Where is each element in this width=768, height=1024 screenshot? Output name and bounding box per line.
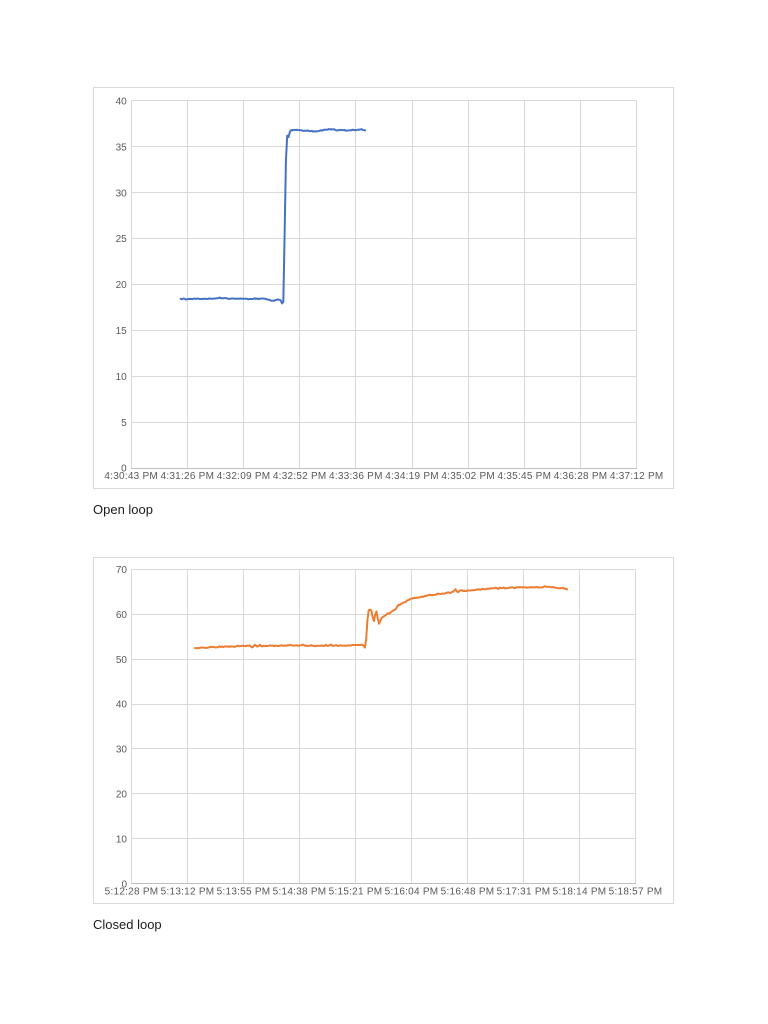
open-loop-x-tick-label: 4:33:36 PM [329,471,383,482]
open-loop-x-tick-label: 4:30:43 PM [104,471,158,482]
open-loop-x-tick-label: 4:35:45 PM [498,471,552,482]
closed-loop-x-tick-label: 5:13:55 PM [217,887,271,898]
closed-loop-x-tick-label: 5:18:14 PM [553,887,607,898]
open-loop-y-tick-label: 30 [116,188,128,199]
closed-loop-x-tick-label: 5:16:04 PM [385,887,439,898]
open-loop-gridlines [131,100,637,469]
open-loop-x-tick-labels: 4:30:43 PM 4:31:26 PM 4:32:09 PM 4:32:52 PM… [104,471,663,482]
open-loop-x-tick-label: 4:31:26 PM [161,471,215,482]
open-loop-x-tick-label: 4:32:52 PM [273,471,327,482]
open-loop-y-tick-label: 10 [116,372,128,383]
open-loop-x-tick-label: 4:32:09 PM [217,471,271,482]
closed-loop-x-tick-labels: 5:12:28 PM 5:13:12 PM 5:13:55 PM 5:14:38 PM… [105,887,663,898]
closed-loop-y-tick-label: 10 [116,834,128,845]
open-loop-y-tick-label: 40 [116,96,128,107]
closed-loop-x-tick-label: 5:12:28 PM [105,887,159,898]
closed-loop-series-line [194,585,569,650]
closed-loop-x-tick-label: 5:15:21 PM [329,887,383,898]
open-loop-chart: 0 5 10 15 20 25 30 35 40 4:30:43 PM 4:31:26 PM 4:32… [93,87,674,489]
open-loop-caption: Open loop [93,502,153,517]
closed-loop-chart-canvas: 0 10 20 30 40 50 60 70 5:12:28 PM 5:13:12 PM 5:13:… [93,557,674,904]
closed-loop-x-tick-label: 5:18:57 PM [609,887,663,898]
open-loop-x-tick-label: 4:35:02 PM [441,471,495,482]
closed-loop-y-tick-label: 40 [116,700,128,711]
open-loop-x-tick-label: 4:36:28 PM [554,471,608,482]
closed-loop-y-tick-label: 70 [116,565,128,576]
closed-loop-caption: Closed loop [93,916,162,932]
open-loop-chart-border [93,87,674,489]
open-loop-x-tick-label: 4:34:19 PM [385,471,439,482]
closed-loop-x-tick-label: 5:17:31 PM [497,887,551,898]
closed-loop-y-tick-label: 30 [116,745,128,756]
open-loop-y-tick-label: 25 [116,234,128,245]
open-loop-series-line [179,128,367,305]
open-loop-y-tick-label: 35 [116,142,128,153]
closed-loop-chart-border [93,557,674,904]
open-loop-y-tick-label: 0 [121,464,127,475]
closed-loop-y-tick-labels: 0 10 20 30 40 50 60 70 [116,565,128,890]
closed-loop-y-tick-label: 0 [121,879,127,890]
closed-loop-y-tick-label: 50 [116,655,128,666]
closed-loop-x-tick-label: 5:16:48 PM [441,887,495,898]
closed-loop-chart: 0 10 20 30 40 50 60 70 5:12:28 PM 5:13:12 PM 5:13:… [93,557,674,904]
open-loop-y-tick-label: 20 [116,280,128,291]
closed-loop-y-tick-label: 20 [116,790,128,801]
closed-loop-y-tick-label: 60 [116,610,128,621]
open-loop-y-tick-label: 5 [121,418,127,429]
closed-loop-x-tick-label: 5:14:38 PM [273,887,327,898]
closed-loop-x-tick-label: 5:13:12 PM [161,887,215,898]
open-loop-x-tick-label: 4:37:12 PM [610,471,664,482]
open-loop-y-tick-label: 15 [116,326,128,337]
open-loop-y-tick-labels: 0 5 10 15 20 25 30 35 40 [116,96,128,474]
closed-loop-gridlines [131,569,636,884]
